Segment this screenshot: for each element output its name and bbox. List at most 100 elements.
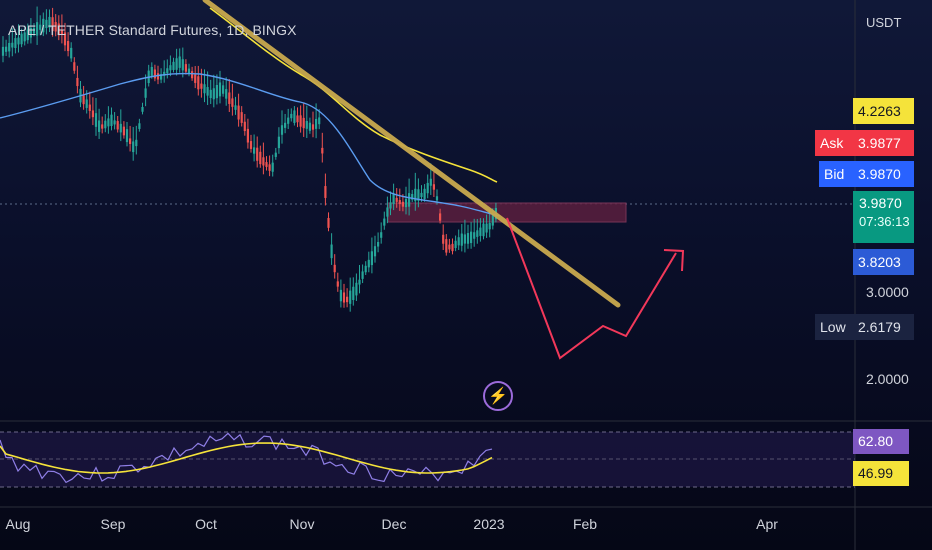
price-tick-3: 3.0000	[866, 284, 909, 300]
candle-body	[308, 122, 311, 131]
candle-body	[268, 164, 271, 171]
candle-body	[439, 213, 442, 221]
candle-body	[76, 77, 79, 87]
candle-body	[330, 244, 333, 259]
candle-body	[277, 136, 280, 149]
candle-body	[482, 223, 485, 237]
candle-body	[184, 64, 187, 72]
candle-body	[432, 184, 435, 190]
candle-body	[305, 120, 308, 129]
ask-label-tag: Ask	[815, 130, 853, 156]
candle-body	[262, 157, 265, 166]
candle-body	[349, 290, 352, 304]
candle-body	[240, 112, 243, 123]
candle-body	[206, 87, 209, 96]
candle-body	[67, 41, 70, 52]
time-tick-oct: Oct	[195, 516, 217, 532]
blue-moving-average	[0, 72, 501, 217]
candle-body	[36, 22, 39, 36]
candle-body	[122, 126, 125, 136]
candle-body	[420, 192, 423, 198]
candle-body	[339, 289, 342, 302]
candle-body	[364, 265, 367, 273]
candle-body	[57, 23, 60, 36]
candle-body	[113, 120, 116, 125]
candle-body	[476, 230, 479, 237]
candle-body	[302, 117, 305, 129]
candle-body	[398, 200, 401, 205]
candle-body	[448, 244, 451, 250]
lightning-icon[interactable]: ⚡	[483, 381, 513, 411]
yellow-moving-average	[209, 7, 498, 183]
candle-body	[380, 232, 383, 238]
candle-body	[194, 74, 197, 83]
rsi-ma-value-tag: 46.99	[853, 461, 909, 486]
candle-body	[110, 114, 113, 127]
candle-body	[169, 65, 172, 71]
candle-body	[488, 223, 491, 230]
candle-body	[23, 32, 26, 42]
candle-body	[284, 122, 287, 128]
candle-body	[54, 22, 57, 32]
candle-body	[333, 264, 336, 273]
candle-body	[463, 234, 466, 244]
candle-body	[336, 281, 339, 287]
low-value-tag: 2.6179	[853, 314, 914, 340]
bar-countdown: 07:36:13	[859, 214, 910, 229]
candle-body	[51, 17, 54, 32]
chart-title: APE / TETHER Standard Futures, 1D, BINGX	[8, 22, 297, 38]
candle-body	[361, 271, 364, 279]
candle-body	[107, 118, 110, 127]
candle-body	[237, 105, 240, 120]
time-tick-2023: 2023	[473, 516, 505, 532]
candle-body	[175, 58, 178, 70]
candle-body	[29, 27, 32, 38]
candle-body	[191, 71, 194, 79]
ma-value-tag: 4.2263	[853, 98, 914, 124]
currency-label: USDT	[866, 15, 902, 30]
candle-body	[181, 59, 184, 71]
bid-value-tag: 3.9870	[853, 161, 914, 187]
candle-body	[135, 139, 138, 147]
candle-body	[144, 88, 147, 98]
candle-body	[246, 128, 249, 143]
candle-body	[367, 259, 370, 268]
time-tick-apr: Apr	[756, 516, 778, 532]
candle-body	[48, 16, 51, 28]
candle-body	[442, 234, 445, 244]
candle-body	[299, 115, 302, 127]
candle-body	[451, 243, 454, 252]
candle-body	[473, 232, 476, 239]
candle-body	[225, 89, 228, 99]
candle-body	[104, 120, 107, 129]
candle-body	[11, 42, 14, 48]
candle-body	[163, 71, 166, 76]
candle-body	[358, 279, 361, 285]
time-tick-nov: Nov	[289, 516, 315, 532]
candle-body	[259, 151, 262, 165]
candle-body	[70, 47, 73, 59]
candle-body	[435, 196, 439, 201]
candle-body	[311, 124, 315, 130]
candle-body	[401, 201, 404, 207]
candle-body	[153, 69, 156, 79]
candle-body	[352, 286, 355, 300]
candle-body	[485, 223, 488, 233]
candle-body	[408, 193, 411, 207]
candle-body	[373, 246, 377, 257]
candle-body	[1, 46, 5, 56]
candle-body	[342, 292, 346, 303]
price-tick-2: 2.0000	[866, 371, 909, 387]
candle-body	[253, 147, 256, 154]
candle-body	[8, 42, 11, 52]
candle-body	[280, 125, 284, 135]
candle-body	[417, 189, 420, 201]
candle-body	[172, 61, 175, 70]
time-tick-aug: Aug	[5, 516, 31, 532]
candle-body	[17, 37, 20, 45]
candle-body	[42, 18, 45, 33]
candle-body	[479, 227, 482, 236]
candle-body	[212, 88, 215, 100]
candle-body	[63, 32, 67, 46]
